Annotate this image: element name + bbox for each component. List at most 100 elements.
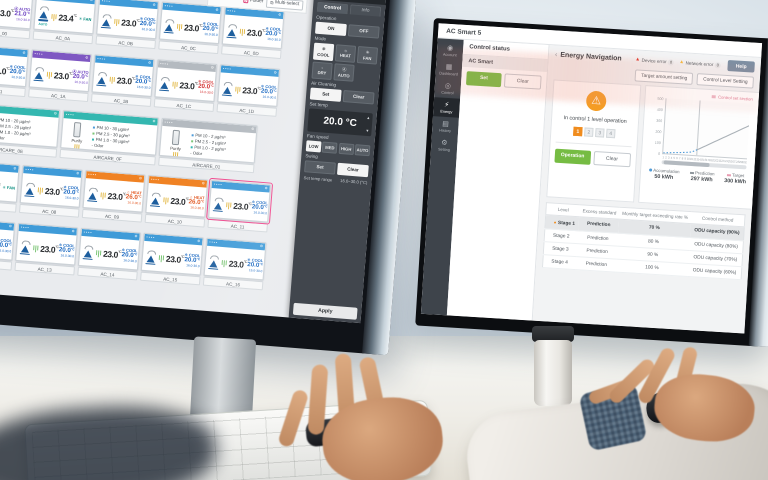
control-status-panel: Control status AC Smart Set Clear bbox=[446, 39, 550, 321]
aircare-card[interactable]: ▪ ▪ ▪ ▪⚙PurifyModeratePM 10 - 30 µg/m³PM… bbox=[60, 110, 159, 156]
error-alerts: ▲ Device error 0 ▲ Network error 0 bbox=[635, 56, 721, 69]
mode-info: ✳ FAN bbox=[2, 184, 15, 190]
prediction-line bbox=[697, 123, 749, 153]
ac-unit-cell: ▪ ▪ ▪ ▪ ⚙ 23.0°C ❄ COOL 20.0°C 16.0-30.0 AC_1C bbox=[153, 59, 218, 112]
gear-icon: ⚙ bbox=[152, 2, 156, 7]
current-temp: 23.0°C bbox=[232, 200, 252, 212]
apply-button[interactable]: Apply bbox=[292, 302, 358, 320]
operation-button[interactable]: Operation bbox=[554, 148, 591, 165]
help-button[interactable]: Help bbox=[727, 60, 755, 73]
sidebar-item-dashboard[interactable]: ▦ Dashboard bbox=[435, 59, 462, 80]
card-body: 23.0°C ☼ HEAT 26.0°C 16.0-30.0 bbox=[84, 178, 144, 213]
energy-navigation-title: Energy Navigation bbox=[560, 51, 622, 63]
level-box-1[interactable]: 1 bbox=[573, 126, 583, 137]
target-amount-setting-button[interactable]: Target amount setting bbox=[634, 69, 694, 85]
mode-button-auto[interactable]: Ⓐ AUTO bbox=[333, 62, 355, 82]
temp-down-icon[interactable]: ▾ bbox=[366, 127, 369, 133]
pm-readings-list: PM 10 - 30 µg/m³ PM 2.5 - 30 µg/m³ PM 1.0 … bbox=[91, 124, 130, 151]
swing-arc-icon bbox=[164, 18, 175, 24]
mode-button-heat[interactable]: ☼ HEAT bbox=[334, 43, 357, 63]
off-button[interactable]: OFF bbox=[347, 23, 380, 39]
air-cleaning-set-button[interactable]: Set bbox=[309, 86, 342, 102]
swing-arc-icon bbox=[102, 13, 112, 19]
y-tick-label: 0 bbox=[657, 151, 661, 157]
ac-unit-card[interactable]: ▪ ▪ ▪ ▪ ⚙ 23.0°C ☼ HEAT 26.0°C 16.0-30.0 bbox=[82, 170, 146, 213]
sidebar-item-energy[interactable]: ⚡ Energy bbox=[433, 97, 461, 118]
card-body: 23.0°C Ⓐ AUTO 21.0°C 16.0-30.0 bbox=[0, 0, 32, 29]
clear-operation-button[interactable]: Clear bbox=[592, 150, 632, 168]
swing-arc-icon bbox=[223, 81, 233, 87]
airflow-icon bbox=[114, 18, 120, 26]
ac-unit-card[interactable]: ▪ ▪ ▪ ▪ ⚙ 23.0°C ☼ HEAT 26.0°C 16.0-30.0 bbox=[145, 174, 209, 218]
on-button[interactable]: ON bbox=[315, 21, 347, 36]
sidebar-item-label: Energy bbox=[440, 109, 453, 115]
control-level-setting-button[interactable]: Control Level Setting bbox=[696, 73, 755, 89]
ac-unit-card[interactable]: ▪ ▪ ▪ ▪ ⚙ 23.0°C Ⓐ AUTO 20.0°C 16.0-30.0 bbox=[28, 49, 92, 93]
level-box-3[interactable]: 3 bbox=[595, 128, 605, 138]
temp-up-icon[interactable]: ▴ bbox=[367, 114, 370, 120]
clear-button[interactable]: Clear bbox=[503, 73, 542, 90]
sidebar-item-setting[interactable]: ⚙ Setting bbox=[431, 135, 458, 156]
swing-set-button[interactable]: Set bbox=[304, 159, 336, 175]
folder-checkbox[interactable]: ✓ Folder bbox=[243, 0, 264, 5]
fan-speed-med[interactable]: MED bbox=[322, 141, 338, 154]
collapse-chevron-icon[interactable]: ‹ bbox=[554, 51, 558, 59]
folder-label: Folder bbox=[249, 0, 264, 5]
indoor-unit-icon bbox=[225, 23, 238, 39]
gear-icon: ⚙ bbox=[264, 185, 268, 191]
active-stage-dot-icon: ● bbox=[553, 219, 557, 225]
set-button[interactable]: Set bbox=[465, 71, 502, 88]
summary-target: Target 300 kWh bbox=[724, 172, 747, 185]
fan-speed-auto[interactable]: AUTO bbox=[354, 143, 371, 156]
mode-button-dry[interactable]: ◦ DRY bbox=[311, 61, 333, 80]
mode-buttons: ❄ COOL ☼ HEAT ✳ FAN ◦ DRY Ⓐ AUTO bbox=[311, 42, 379, 83]
multi-select-button[interactable]: ⧉ Multi-select bbox=[265, 0, 304, 11]
airflow-icon bbox=[221, 259, 227, 267]
airflow-icon bbox=[33, 244, 39, 252]
fan-speed-high[interactable]: HIGH bbox=[338, 142, 355, 155]
current-temp: 23.0°C bbox=[0, 7, 15, 19]
gear-icon: ⚙ bbox=[90, 0, 93, 2]
air-cleaning-clear-button[interactable]: Clear bbox=[342, 89, 375, 104]
status-dots-icon: ▪ ▪ ▪ ▪ bbox=[209, 239, 218, 245]
level-box-2[interactable]: 2 bbox=[584, 127, 594, 137]
mode-button-fan[interactable]: ✳ FAN bbox=[356, 45, 379, 65]
airflow-icon bbox=[172, 81, 178, 89]
set-temp-range: 16.0-30.0 bbox=[190, 205, 204, 211]
sidebar-item-account[interactable]: ◉ Account bbox=[436, 40, 463, 61]
mode-button-label: DRY bbox=[317, 69, 327, 76]
swing-clear-button[interactable]: Clear bbox=[337, 162, 369, 177]
mode-button-cool[interactable]: ❄ COOL bbox=[312, 42, 335, 61]
sidebar-item-control[interactable]: ◎ Control bbox=[434, 78, 461, 99]
level-box-4[interactable]: 4 bbox=[606, 128, 616, 139]
fan-speed-low[interactable]: LOW bbox=[305, 139, 322, 152]
indoor-unit-icon bbox=[163, 18, 176, 34]
sidebar-item-history[interactable]: ▤ History bbox=[432, 116, 459, 137]
temp-stepper[interactable]: ▴ ▾ bbox=[366, 114, 370, 133]
pm-bullet-icon bbox=[92, 132, 95, 135]
